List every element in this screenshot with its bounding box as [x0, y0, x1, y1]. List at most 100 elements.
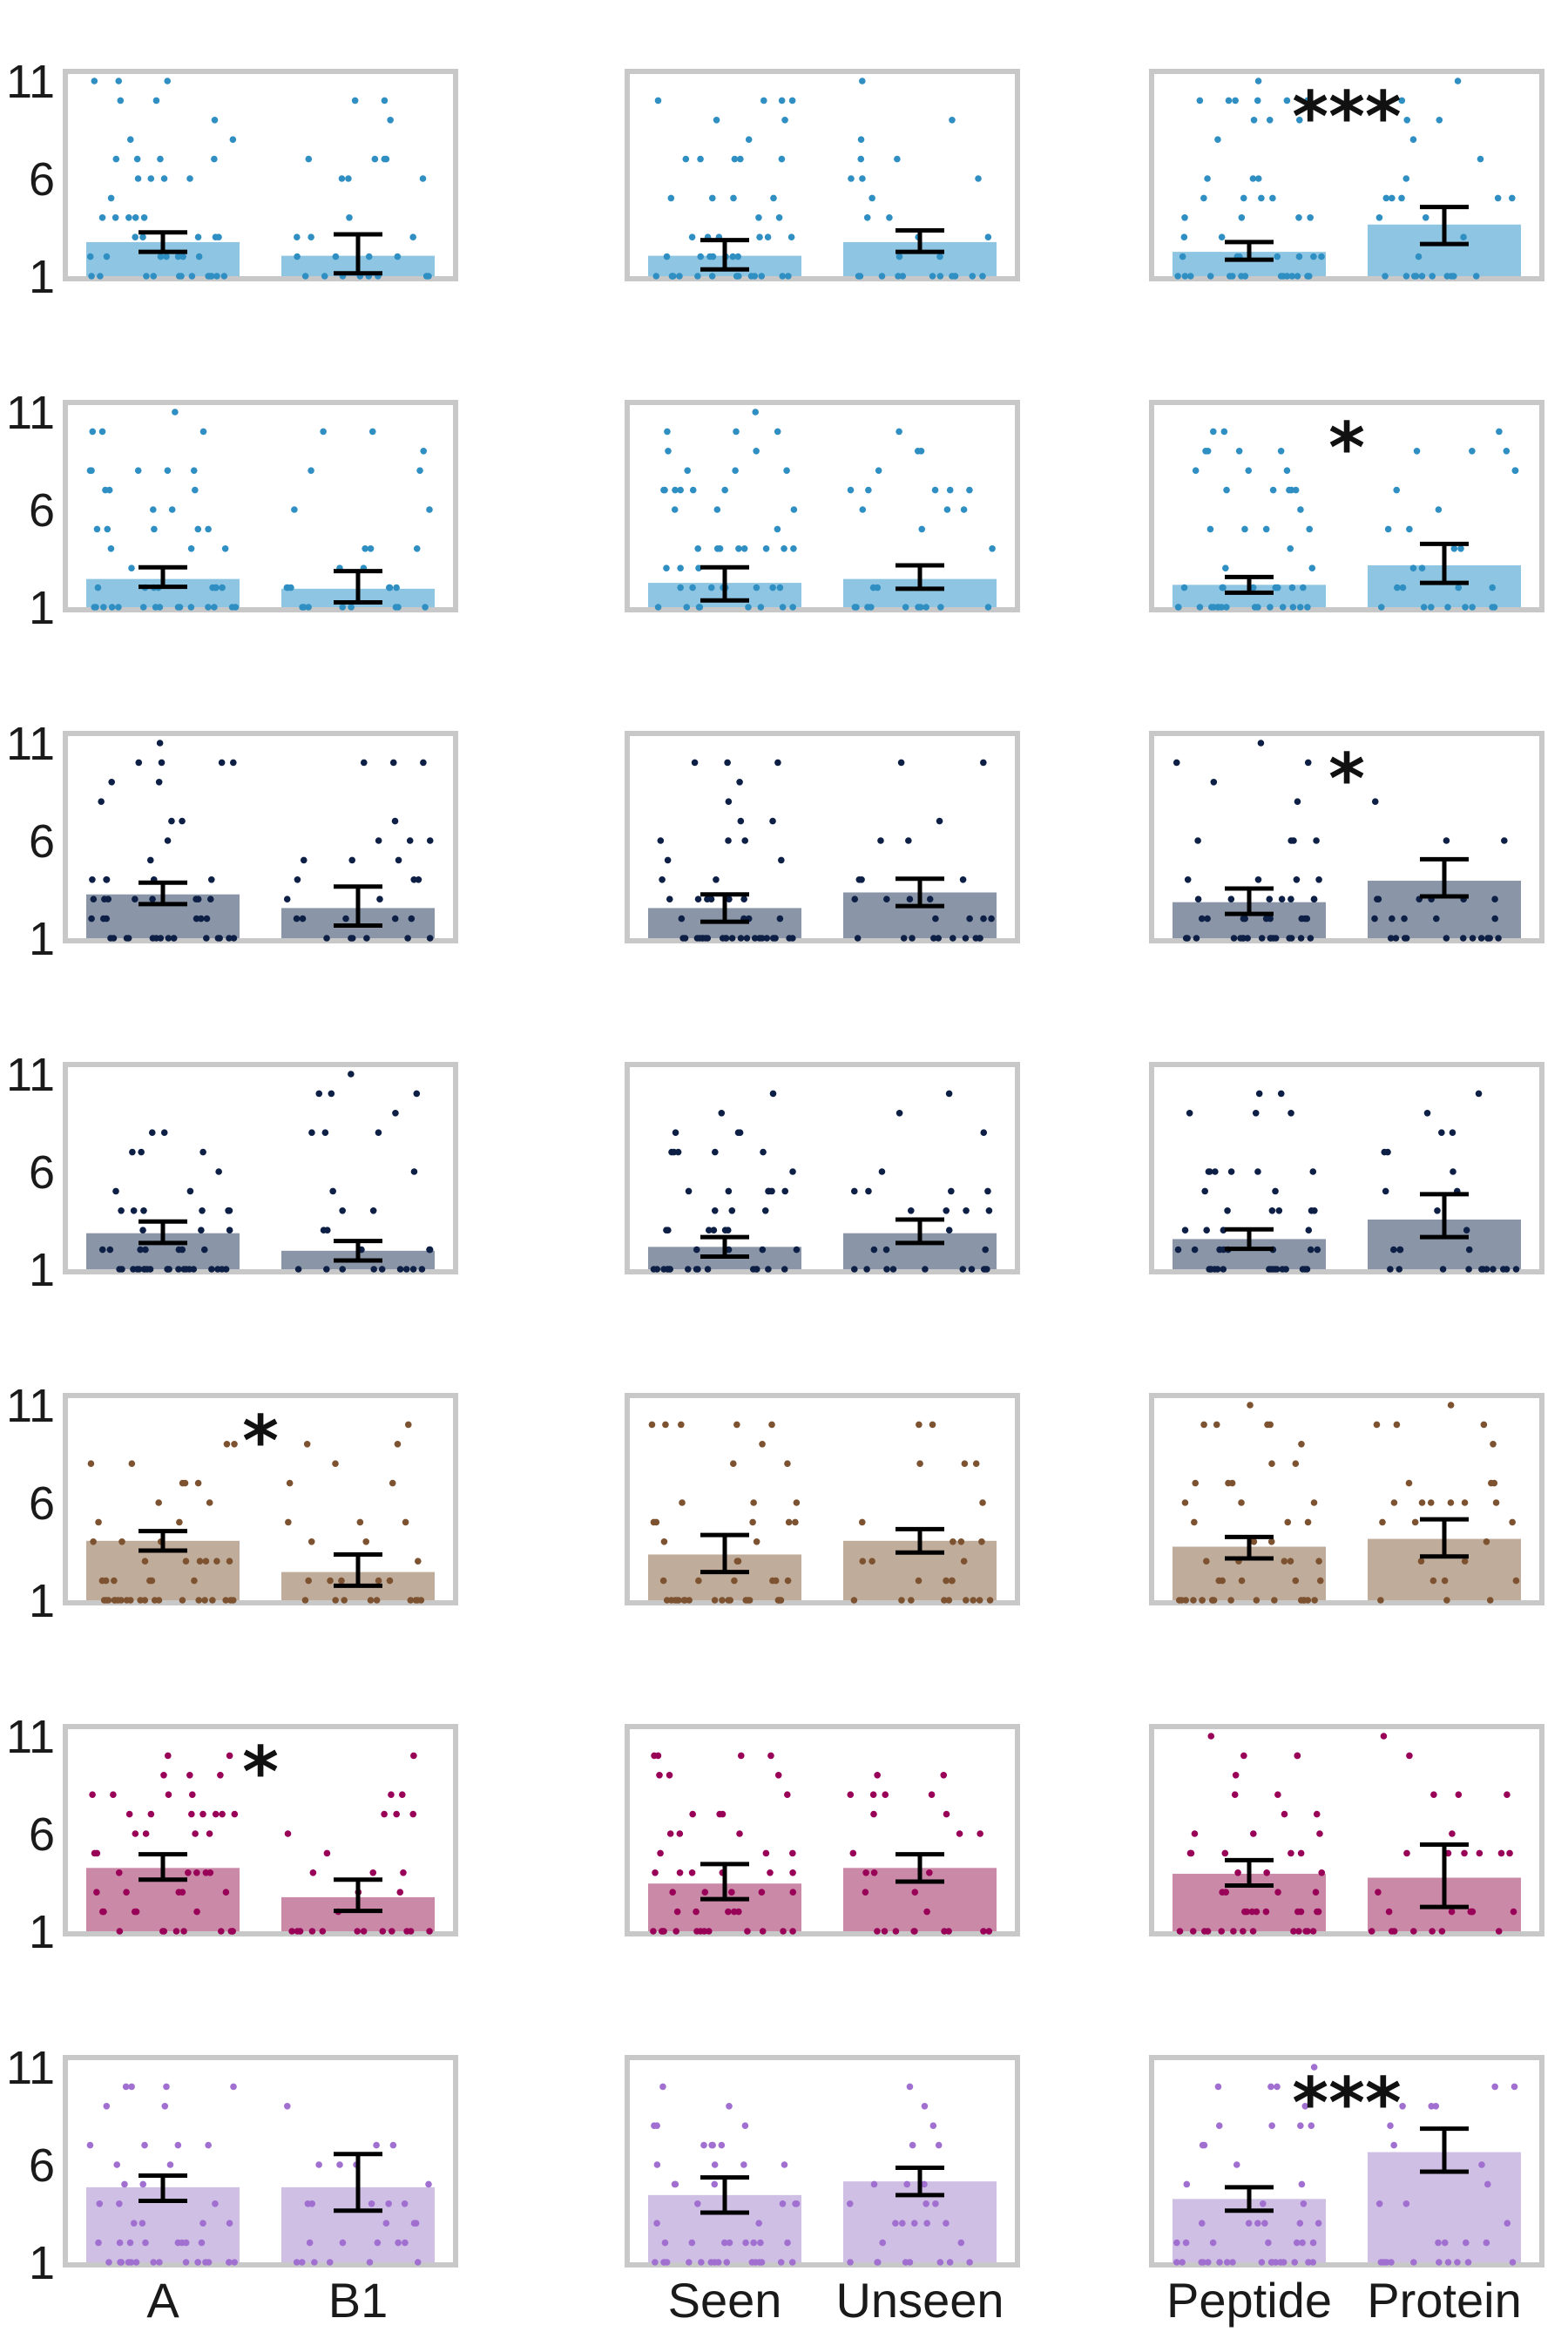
- point-r3-c1-0-26: [711, 1207, 719, 1214]
- point-r2-c2-1-22: [1501, 837, 1508, 844]
- point-r2-c0-1-1: [389, 759, 397, 767]
- point-r1-c1-1-1: [943, 506, 951, 513]
- point-r3-c2-0-35: [1203, 1227, 1210, 1233]
- point-r0-c0-1-17: [294, 253, 301, 260]
- point-r4-c0-1-16: [404, 1421, 412, 1429]
- point-r3-c0-0-41: [179, 1246, 186, 1254]
- point-r5-c0-0-2: [123, 1889, 130, 1896]
- point-r5-c2-0-20: [1234, 1869, 1241, 1876]
- point-r0-c2-1-19: [1448, 273, 1455, 280]
- point-r5-c0-1-4: [396, 1889, 404, 1896]
- point-r5-c0-0-16: [132, 1830, 139, 1837]
- point-r4-c0-0-42: [112, 1597, 118, 1604]
- point-r1-c2-1-16: [1406, 525, 1413, 533]
- point-r5-c0-0-26: [93, 1889, 100, 1896]
- point-r3-c0-0-9: [140, 1207, 147, 1214]
- point-r4-c1-1-14: [948, 1577, 956, 1585]
- point-r4-c1-0-2: [729, 1460, 737, 1467]
- point-r6-c1-0-23: [758, 2259, 766, 2266]
- point-r1-c0-0-20: [89, 428, 97, 436]
- point-r4-c0-0-11: [111, 1577, 118, 1585]
- point-r1-c1-0-40: [781, 545, 787, 552]
- point-r1-c0-0-39: [213, 584, 220, 591]
- point-r5-c1-0-19: [688, 1869, 696, 1876]
- point-r3-c2-0-9: [1191, 1246, 1199, 1254]
- point-r6-c0-1-15: [385, 2200, 392, 2207]
- point-r5-c0-1-22: [296, 1928, 304, 1935]
- point-r4-c0-0-39: [213, 1558, 220, 1565]
- ytick-r2-6: 6: [29, 815, 55, 868]
- point-r2-c1-0-22: [769, 817, 776, 825]
- point-r6-c0-1-11: [311, 2259, 318, 2266]
- point-r1-c1-0-22: [757, 604, 765, 611]
- point-r0-c2-0-39: [1266, 117, 1274, 124]
- point-r3-c2-0-25: [1288, 1110, 1294, 1117]
- point-r0-c0-0-22: [179, 253, 186, 260]
- point-r0-c2-1-24: [1398, 194, 1405, 202]
- point-r3-c1-1-10: [850, 1266, 858, 1273]
- point-r6-c1-0-44: [659, 2083, 666, 2091]
- point-r0-c2-1-18: [1509, 194, 1516, 202]
- xtick-peptide: Peptide: [1166, 2273, 1332, 2328]
- point-r6-c0-0-27: [230, 2083, 237, 2091]
- point-r6-c2-0-37: [1198, 2259, 1206, 2266]
- point-r1-c2-1-3: [1450, 545, 1458, 552]
- point-r1-c2-1-17: [1394, 584, 1401, 591]
- point-r5-c1-0-12: [744, 1928, 751, 1935]
- point-r0-c0-0-45: [88, 273, 95, 280]
- point-r4-c1-0-41: [650, 1518, 658, 1526]
- point-r6-c0-1-18: [414, 2259, 422, 2266]
- point-r3-c1-0-5: [672, 1129, 679, 1136]
- point-r1-c1-1-11: [859, 506, 867, 513]
- point-r0-c1-0-8: [694, 273, 701, 280]
- point-r0-c2-0-21: [1258, 194, 1265, 202]
- point-r6-c0-0-34: [116, 2200, 123, 2207]
- point-r1-c1-0-28: [733, 428, 740, 436]
- point-r6-c1-1-2: [879, 2239, 887, 2247]
- xtick-seen: Seen: [668, 2273, 782, 2328]
- point-r2-c2-1-25: [1374, 896, 1381, 902]
- point-r1-c0-0-32: [232, 604, 240, 611]
- point-r1-c2-1-22: [1489, 604, 1496, 611]
- point-r5-c1-0-42: [780, 1928, 787, 1935]
- point-r6-c1-0-36: [686, 2259, 693, 2266]
- point-r6-c1-1-3: [923, 2200, 929, 2207]
- point-r6-c2-0-42: [1265, 2239, 1272, 2247]
- point-r2-c0-0-9: [193, 915, 200, 923]
- point-r3-c0-1-25: [426, 1246, 434, 1254]
- point-r0-c0-0-32: [163, 253, 170, 260]
- point-r0-c0-1-5: [371, 155, 379, 163]
- point-r4-c2-0-44: [1203, 1558, 1210, 1565]
- point-r6-c0-0-24: [122, 2083, 130, 2091]
- point-r3-c2-1-7: [1396, 1246, 1403, 1254]
- point-r3-c2-1-20: [1465, 1246, 1473, 1254]
- point-r3-c1-0-42: [693, 1266, 700, 1273]
- point-r2-c2-0-39: [1315, 876, 1322, 883]
- point-r1-c2-0-1: [1245, 467, 1253, 474]
- panel-frame-r1-c1: [625, 400, 1020, 612]
- point-r4-c1-1-6: [961, 1460, 969, 1467]
- point-r4-c0-1-12: [389, 1479, 396, 1487]
- point-r1-c0-0-45: [128, 564, 135, 571]
- point-r4-c1-0-42: [663, 1597, 671, 1604]
- point-r4-c1-0-19: [727, 1597, 734, 1604]
- point-r5-c1-0-39: [759, 1928, 767, 1935]
- point-r6-c2-1-24: [1387, 2122, 1394, 2129]
- point-r3-c2-1-17: [1381, 1148, 1389, 1156]
- point-r1-c0-1-23: [291, 506, 298, 513]
- point-r1-c0-1-16: [420, 448, 428, 455]
- point-r4-c0-1-7: [303, 1441, 311, 1448]
- point-r6-c2-1-6: [1375, 2200, 1383, 2207]
- point-r1-c1-0-25: [663, 564, 670, 571]
- point-r4-c0-1-25: [407, 1597, 415, 1604]
- point-r6-c1-0-33: [748, 2259, 756, 2266]
- point-r2-c1-0-29: [691, 759, 699, 767]
- point-r5-c2-1-13: [1495, 1928, 1503, 1935]
- point-r6-c2-0-35: [1199, 2141, 1206, 2149]
- point-r4-c2-0-15: [1200, 1421, 1207, 1429]
- point-r2-c2-0-31: [1194, 896, 1202, 902]
- point-r1-c0-0-21: [150, 506, 157, 513]
- point-r5-c2-0-28: [1253, 1908, 1260, 1916]
- point-r2-c1-0-38: [751, 935, 759, 942]
